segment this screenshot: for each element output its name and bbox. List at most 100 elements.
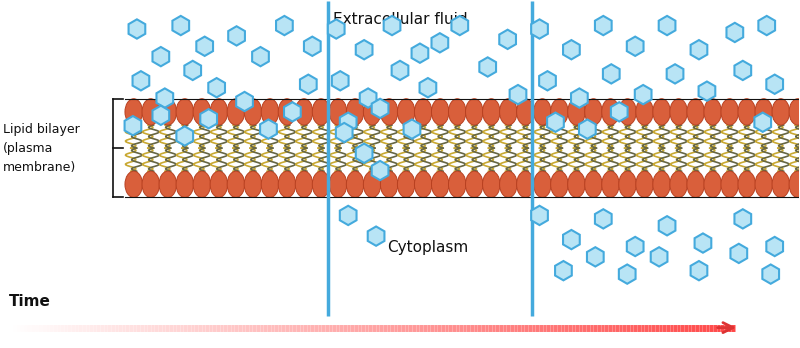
Polygon shape — [595, 16, 612, 35]
Ellipse shape — [704, 171, 722, 197]
Ellipse shape — [449, 99, 466, 125]
Polygon shape — [276, 16, 293, 35]
Text: Cytoplasm: Cytoplasm — [387, 239, 469, 255]
Ellipse shape — [517, 171, 534, 197]
Ellipse shape — [585, 171, 602, 197]
Polygon shape — [340, 206, 357, 225]
Polygon shape — [650, 247, 667, 267]
Polygon shape — [404, 119, 420, 139]
Polygon shape — [734, 61, 751, 80]
Ellipse shape — [227, 171, 245, 197]
Ellipse shape — [687, 171, 705, 197]
Text: Time: Time — [10, 294, 51, 309]
Ellipse shape — [602, 171, 619, 197]
Polygon shape — [726, 23, 743, 42]
Polygon shape — [619, 264, 635, 284]
Ellipse shape — [772, 99, 790, 125]
Text: membrane): membrane) — [3, 160, 76, 174]
Polygon shape — [666, 64, 683, 84]
Ellipse shape — [568, 99, 586, 125]
Ellipse shape — [398, 99, 415, 125]
Ellipse shape — [414, 171, 432, 197]
Polygon shape — [411, 44, 428, 63]
Ellipse shape — [142, 171, 159, 197]
Ellipse shape — [210, 99, 228, 125]
Ellipse shape — [363, 171, 381, 197]
Polygon shape — [563, 230, 580, 249]
Polygon shape — [157, 88, 173, 108]
Ellipse shape — [431, 171, 449, 197]
Polygon shape — [184, 61, 201, 80]
Ellipse shape — [125, 99, 142, 125]
Polygon shape — [176, 126, 193, 146]
Polygon shape — [634, 85, 651, 104]
Polygon shape — [658, 16, 675, 35]
Polygon shape — [510, 85, 526, 104]
Polygon shape — [125, 116, 142, 135]
Ellipse shape — [585, 99, 602, 125]
Ellipse shape — [670, 99, 687, 125]
Polygon shape — [479, 57, 496, 77]
Ellipse shape — [176, 171, 194, 197]
Polygon shape — [627, 237, 643, 256]
Ellipse shape — [261, 99, 278, 125]
Polygon shape — [571, 88, 588, 108]
Ellipse shape — [466, 99, 483, 125]
Ellipse shape — [738, 99, 755, 125]
Ellipse shape — [398, 171, 415, 197]
Ellipse shape — [449, 171, 466, 197]
Ellipse shape — [721, 99, 738, 125]
Polygon shape — [372, 161, 389, 180]
Polygon shape — [419, 78, 436, 97]
Polygon shape — [196, 37, 213, 56]
Polygon shape — [360, 88, 377, 108]
Polygon shape — [252, 47, 269, 66]
Polygon shape — [730, 244, 747, 263]
Polygon shape — [627, 37, 643, 56]
Polygon shape — [539, 71, 556, 90]
Ellipse shape — [618, 99, 636, 125]
Polygon shape — [228, 26, 245, 46]
Text: (plasma: (plasma — [3, 142, 54, 155]
Polygon shape — [762, 264, 779, 284]
Ellipse shape — [312, 99, 330, 125]
Ellipse shape — [125, 171, 142, 197]
Ellipse shape — [193, 171, 210, 197]
Text: Extracellular fluid: Extracellular fluid — [333, 12, 467, 27]
Polygon shape — [284, 102, 301, 121]
Ellipse shape — [312, 171, 330, 197]
Polygon shape — [236, 92, 253, 111]
Polygon shape — [658, 216, 675, 236]
Polygon shape — [332, 71, 349, 90]
Ellipse shape — [636, 171, 654, 197]
Ellipse shape — [363, 99, 381, 125]
Ellipse shape — [499, 171, 517, 197]
Ellipse shape — [466, 171, 483, 197]
Ellipse shape — [534, 99, 551, 125]
Ellipse shape — [176, 99, 194, 125]
Polygon shape — [200, 109, 217, 128]
Ellipse shape — [550, 99, 568, 125]
Polygon shape — [698, 81, 715, 101]
Ellipse shape — [704, 99, 722, 125]
Polygon shape — [173, 16, 189, 35]
Polygon shape — [587, 247, 604, 267]
Ellipse shape — [346, 99, 364, 125]
Polygon shape — [734, 209, 751, 229]
Polygon shape — [133, 71, 150, 90]
Polygon shape — [260, 119, 277, 139]
Polygon shape — [499, 30, 516, 49]
Ellipse shape — [517, 99, 534, 125]
Polygon shape — [392, 61, 408, 80]
Polygon shape — [451, 16, 468, 35]
Ellipse shape — [772, 171, 790, 197]
Polygon shape — [547, 112, 564, 132]
Polygon shape — [431, 33, 448, 53]
Ellipse shape — [550, 171, 568, 197]
Ellipse shape — [653, 171, 670, 197]
Polygon shape — [611, 102, 627, 121]
Polygon shape — [758, 16, 775, 35]
Polygon shape — [356, 40, 373, 60]
Ellipse shape — [278, 171, 296, 197]
Ellipse shape — [159, 171, 177, 197]
